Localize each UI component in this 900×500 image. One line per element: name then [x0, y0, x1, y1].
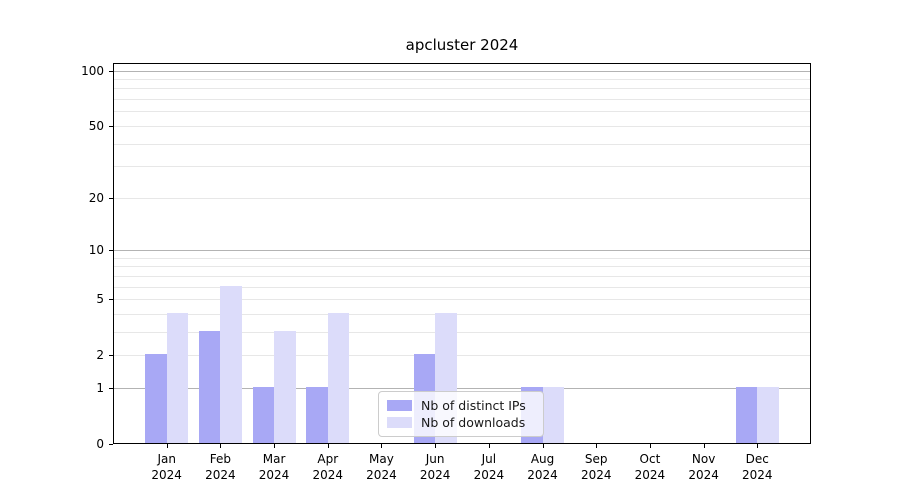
y-tick-mark	[109, 125, 113, 127]
legend-entry: Nb of downloads	[387, 415, 535, 430]
gridline	[114, 143, 810, 145]
x-tick-mark	[327, 444, 329, 448]
gridline	[114, 166, 810, 168]
legend-entry: Nb of distinct IPs	[387, 398, 535, 413]
x-tick-label-sep: Sep 2024	[580, 452, 612, 482]
x-tick-mark	[488, 444, 490, 448]
bar-jan-downloads	[166, 312, 189, 443]
x-tick-mark	[274, 444, 276, 448]
bar-feb-ips	[198, 330, 221, 443]
x-tick-label-dec: Dec 2024	[742, 452, 773, 482]
y-tick-label: 5	[96, 292, 104, 307]
legend-swatch	[387, 400, 412, 411]
gridline	[114, 299, 810, 301]
gridline	[114, 79, 810, 81]
bar-apr-ips	[306, 386, 328, 443]
gridline	[114, 266, 810, 268]
x-tick-label-oct: Oct 2024	[634, 452, 666, 482]
gridline	[114, 355, 810, 357]
gridline	[114, 125, 810, 127]
x-tick-label-may: May 2024	[366, 452, 397, 482]
legend-label: Nb of distinct IPs	[421, 398, 526, 413]
x-tick-mark	[220, 444, 222, 448]
x-tick-mark	[596, 444, 598, 448]
bar-apr-downloads	[327, 312, 350, 443]
gridline	[114, 111, 810, 113]
gridline	[114, 313, 810, 315]
bar-feb-downloads	[220, 285, 242, 443]
bar-jan-ips	[145, 354, 167, 443]
y-tick-label: 0	[96, 437, 104, 451]
x-tick-mark	[542, 444, 544, 448]
legend-box: Nb of distinct IPs Nb of downloads	[378, 391, 544, 437]
gridline	[114, 250, 810, 251]
x-tick-mark	[166, 444, 168, 448]
x-tick-label-apr: Apr 2024	[312, 452, 344, 482]
y-tick-mark	[109, 197, 113, 199]
x-tick-label-mar: Mar 2024	[258, 452, 290, 482]
legend-label: Nb of downloads	[421, 415, 526, 430]
gridline	[114, 257, 810, 259]
x-tick-mark	[435, 444, 437, 448]
y-tick-label: 2	[96, 348, 104, 363]
chart-title: apcluster 2024	[405, 36, 519, 54]
bar-aug-downloads	[542, 386, 564, 443]
y-tick-label: 1	[96, 380, 104, 395]
gridline	[114, 197, 810, 199]
legend-swatch	[387, 417, 412, 428]
bar-mar-downloads	[274, 330, 296, 443]
gridline	[114, 99, 810, 101]
x-tick-label-jan: Jan 2024	[151, 452, 182, 482]
x-tick-mark	[757, 444, 759, 448]
bar-dec-ips	[735, 386, 758, 443]
y-tick-mark	[109, 355, 113, 357]
y-tick-mark	[109, 250, 113, 251]
gridline	[114, 286, 810, 288]
gridline	[114, 70, 810, 72]
gridline	[114, 331, 810, 333]
gridline	[114, 275, 810, 277]
y-tick-label: 10	[88, 243, 104, 257]
x-tick-label-jul: Jul 2024	[473, 452, 505, 482]
x-tick-label-feb: Feb 2024	[205, 452, 236, 482]
y-tick-mark	[109, 444, 113, 445]
y-tick-mark	[109, 70, 113, 72]
y-tick-label: 20	[88, 190, 104, 205]
x-tick-mark	[381, 444, 383, 448]
x-tick-mark	[649, 444, 651, 448]
bar-mar-ips	[252, 386, 275, 443]
bar-dec-downloads	[757, 386, 779, 443]
y-tick-mark	[109, 387, 113, 389]
x-tick-label-aug: Aug 2024	[527, 452, 558, 482]
plot-area	[113, 63, 811, 444]
x-tick-label-nov: Nov 2024	[688, 452, 719, 482]
gridline	[114, 387, 810, 389]
gridline	[114, 88, 810, 90]
x-tick-mark	[703, 444, 705, 448]
y-tick-mark	[109, 299, 113, 301]
y-tick-label: 50	[88, 118, 104, 133]
x-tick-label-jun: Jun 2024	[419, 452, 451, 482]
y-tick-label: 100	[81, 63, 104, 78]
